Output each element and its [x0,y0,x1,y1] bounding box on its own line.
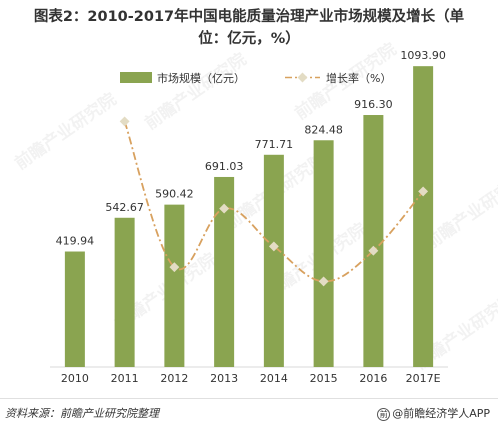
legend-line-marker [297,72,308,83]
bar-value-label-2011: 542.67 [105,201,144,214]
bar-2012 [164,204,185,367]
bar-value-label-2014: 771.71 [255,138,294,151]
brand-credit-text: @前瞻经济学人APP [392,407,490,420]
brand-credit: 前 @前瞻经济学人APP [377,405,490,421]
bar-2014 [263,154,284,367]
line-series [119,116,429,287]
x-tick-label-2011: 2011 [111,372,139,385]
copyright-circle-icon: 前 [377,407,391,421]
bar-2013 [214,176,235,367]
growth-rate-point-2016 [368,245,379,256]
bar-value-label-2017E: 1093.90 [400,49,446,62]
bar-value-label-2015: 824.48 [304,123,343,136]
legend-bar-label: 市场规模（亿元） [157,71,245,85]
x-tick-label-2010: 2010 [61,372,89,385]
x-tick-label-2015: 2015 [310,372,338,385]
x-tick-label-2017E: 2017E [406,372,441,385]
bar-value-labels: 419.94 542.67 590.42 691.03 771.71 824.48 916.… [56,49,446,247]
growth-rate-line [123,121,424,283]
growth-rate-point-2014 [268,241,279,252]
x-tick-label-2013: 2013 [210,372,238,385]
bar-value-label-2010: 419.94 [56,235,95,248]
chart-svg: 前瞻产业研究院前瞻产业研究院前瞻产业研究院前瞻产业研究院前瞻产业研究院前瞻产业研… [11,39,498,385]
bar-series [64,66,434,368]
chart-title-line2: 位：亿元，%） [198,31,300,47]
growth-rate-point-2013 [219,203,230,214]
bar-2016 [363,115,384,367]
legend-bar-swatch [120,72,152,83]
bar-2015 [313,140,334,367]
legend-line-label: 增长率（%） [326,71,391,85]
growth-rate-point-2017E [418,186,429,197]
x-tick-label-2014: 2014 [260,372,288,385]
growth-rate-point-2015 [318,276,329,287]
x-tick-labels: 2010 2011 2012 2013 2014 2015 2016 2017E [61,372,441,385]
watermark-text: 前瞻产业研究院 [11,89,121,174]
bar-value-label-2012: 590.42 [155,188,194,201]
source-note: 资料来源：前瞻产业研究院整理 [5,407,159,420]
x-tick-label-2012: 2012 [160,372,188,385]
growth-rate-point-2011 [119,116,130,127]
bar-value-label-2016: 916.30 [354,98,393,111]
chart-title-line1: 图表2：2010-2017年中国电能质量治理产业市场规模及增长（单 [33,9,465,25]
x-tick-label-2016: 2016 [359,372,387,385]
bar-2010 [64,251,85,367]
legend: 市场规模（亿元） 增长率（%） [120,71,391,85]
bar-2011 [114,217,135,367]
footer-divider [0,398,498,399]
growth-rate-point-2012 [169,262,180,273]
bar-value-label-2013: 691.03 [205,160,244,173]
chart-title: 图表2：2010-2017年中国电能质量治理产业市场规模及增长（单 位：亿元，%… [0,6,498,50]
watermark-text: 前瞻产业研究院 [141,49,251,134]
bar-2017E [413,66,434,368]
